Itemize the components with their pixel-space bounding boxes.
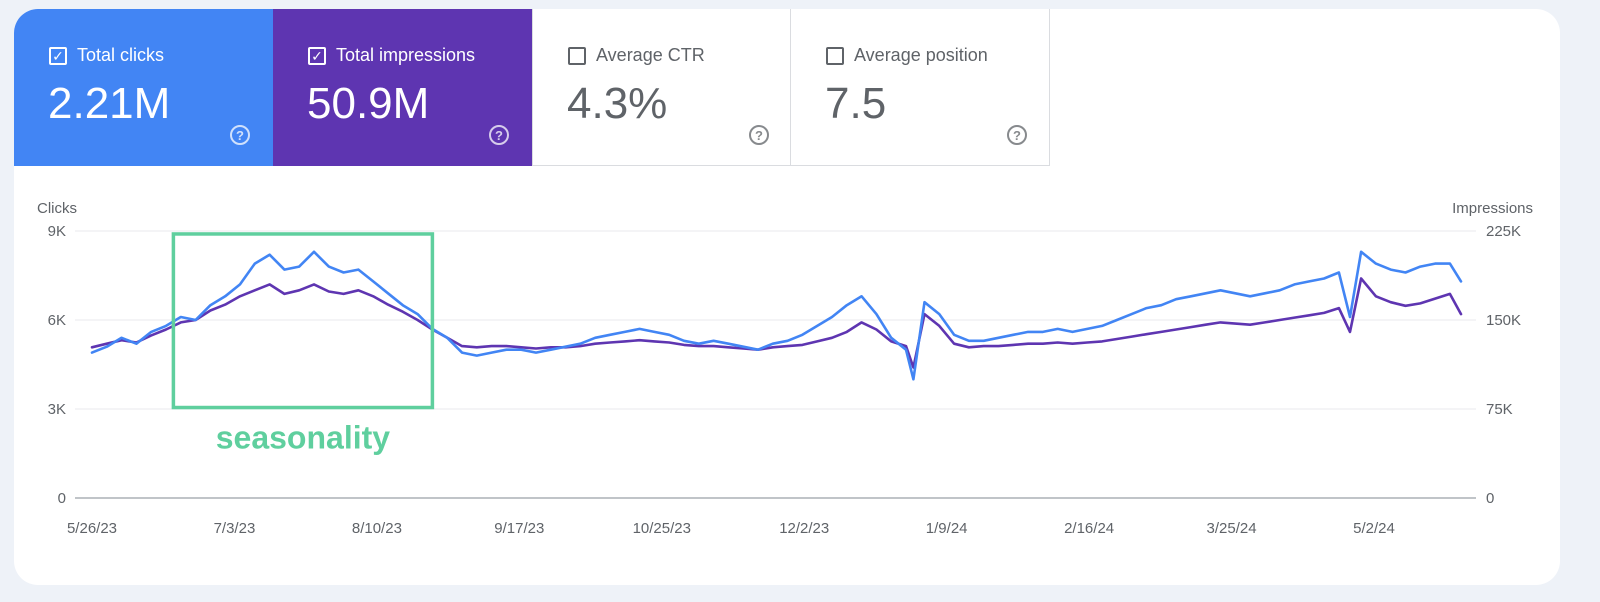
- x-tick-label: 7/3/23: [214, 520, 256, 537]
- y-axis-right-title: Impressions: [1452, 200, 1533, 217]
- series-line-clicks: [90, 250, 1463, 381]
- y-right-tick-label: 225K: [1486, 223, 1521, 240]
- performance-card: ✓ Total clicks 2.21M ? ✓ Total impressio…: [14, 9, 1560, 585]
- metric-header: Average position: [826, 45, 988, 66]
- y-axis-left-ticks: 0 3K 6K 9K: [48, 223, 66, 507]
- metric-header: ✓ Total clicks: [49, 45, 164, 66]
- x-tick-label: 5/26/23: [67, 520, 117, 537]
- help-circle-icon[interactable]: ?: [749, 125, 769, 145]
- metric-value: 50.9M: [307, 79, 430, 128]
- metric-header: ✓ Total impressions: [308, 45, 475, 66]
- x-tick-label: 8/10/23: [352, 520, 402, 537]
- checkbox-checked-icon[interactable]: ✓: [308, 46, 326, 65]
- y-left-tick-label: 3K: [48, 401, 66, 418]
- series-line-impressions: [90, 277, 1463, 369]
- metric-tab-total-impressions[interactable]: ✓ Total impressions 50.9M ?: [273, 9, 532, 166]
- y-axis-right-ticks: 0 75K 150K 225K: [1486, 223, 1521, 507]
- metric-label: Total impressions: [336, 45, 476, 65]
- x-tick-label: 1/9/24: [926, 520, 968, 537]
- metric-tab-total-clicks[interactable]: ✓ Total clicks 2.21M ?: [14, 9, 273, 166]
- metric-value: 4.3%: [567, 79, 668, 128]
- x-tick-label: 9/17/23: [494, 520, 544, 537]
- metric-value: 7.5: [825, 79, 887, 128]
- help-circle-icon[interactable]: ?: [1007, 125, 1027, 145]
- x-tick-label: 10/25/23: [633, 520, 691, 537]
- seasonality-label: seasonality: [216, 420, 391, 456]
- seasonality-box: [171, 232, 435, 410]
- y-left-tick-label: 0: [58, 490, 66, 507]
- y-left-tick-label: 9K: [48, 223, 66, 240]
- x-axis-ticks: 5/26/23 7/3/23 8/10/23 9/17/23 10/25/23 12/2/…: [67, 520, 1395, 537]
- metric-label: Average position: [854, 45, 988, 65]
- x-tick-label: 2/16/24: [1064, 520, 1114, 537]
- help-circle-icon[interactable]: ?: [230, 125, 250, 145]
- x-tick-label: 3/25/24: [1207, 520, 1257, 537]
- chart-grid: [75, 230, 1476, 499]
- x-tick-label: 5/2/24: [1353, 520, 1395, 537]
- checkbox-unchecked-icon[interactable]: [826, 46, 844, 65]
- chart-series: [90, 250, 1463, 381]
- y-axis-left-title: Clicks: [37, 200, 77, 217]
- metric-tab-average-ctr[interactable]: Average CTR 4.3% ?: [532, 9, 791, 166]
- y-right-tick-label: 150K: [1486, 312, 1521, 329]
- metric-tabs: ✓ Total clicks 2.21M ? ✓ Total impressio…: [14, 9, 1050, 166]
- y-right-tick-label: 0: [1486, 490, 1494, 507]
- checkbox-unchecked-icon[interactable]: [568, 46, 586, 65]
- metric-label: Average CTR: [596, 45, 705, 65]
- metric-label: Total clicks: [77, 45, 165, 65]
- metric-header: Average CTR: [568, 45, 705, 66]
- y-left-tick-label: 6K: [48, 312, 66, 329]
- y-right-tick-label: 75K: [1486, 401, 1513, 418]
- metric-tab-average-position[interactable]: Average position 7.5 ?: [791, 9, 1050, 166]
- checkbox-checked-icon[interactable]: ✓: [49, 46, 67, 65]
- x-tick-label: 12/2/23: [779, 520, 829, 537]
- metric-value: 2.21M: [48, 79, 171, 128]
- help-circle-icon[interactable]: ?: [489, 125, 509, 145]
